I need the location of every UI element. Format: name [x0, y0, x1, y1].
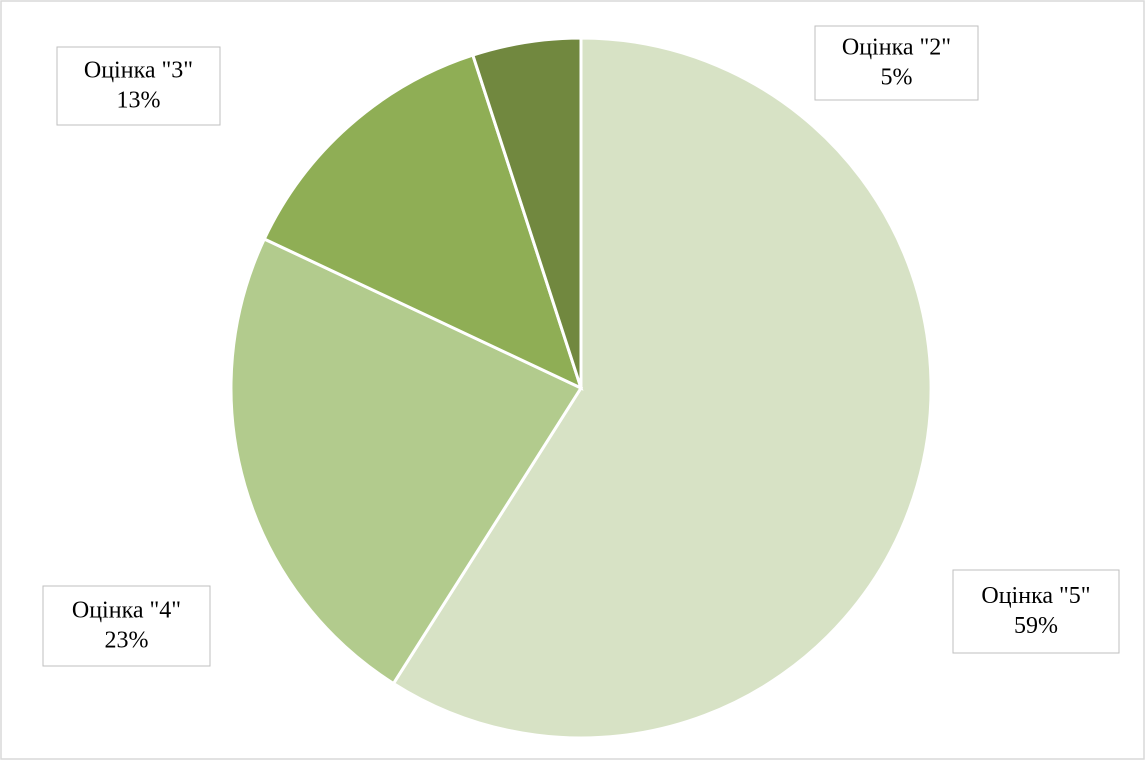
pie-slice: [262, 53, 584, 391]
slice-value-label: 59%: [1014, 613, 1058, 639]
slice-label: Оцінка "4": [72, 598, 181, 624]
label-box: [42, 585, 211, 667]
label-box: [814, 25, 979, 101]
pie-slice: [229, 236, 584, 686]
slice-value-label: 5%: [881, 65, 913, 91]
slice-value-label: 13%: [117, 88, 161, 114]
slice-label: Оцінка "2": [842, 35, 951, 61]
label-box: [952, 569, 1120, 654]
slice-label: Оцінка "5": [981, 583, 1090, 609]
pie-slice: [391, 36, 933, 740]
pie-slice: [470, 36, 583, 389]
label-box: [56, 46, 221, 126]
slice-value-label: 23%: [105, 628, 149, 654]
slice-label: Оцінка "3": [84, 58, 193, 84]
